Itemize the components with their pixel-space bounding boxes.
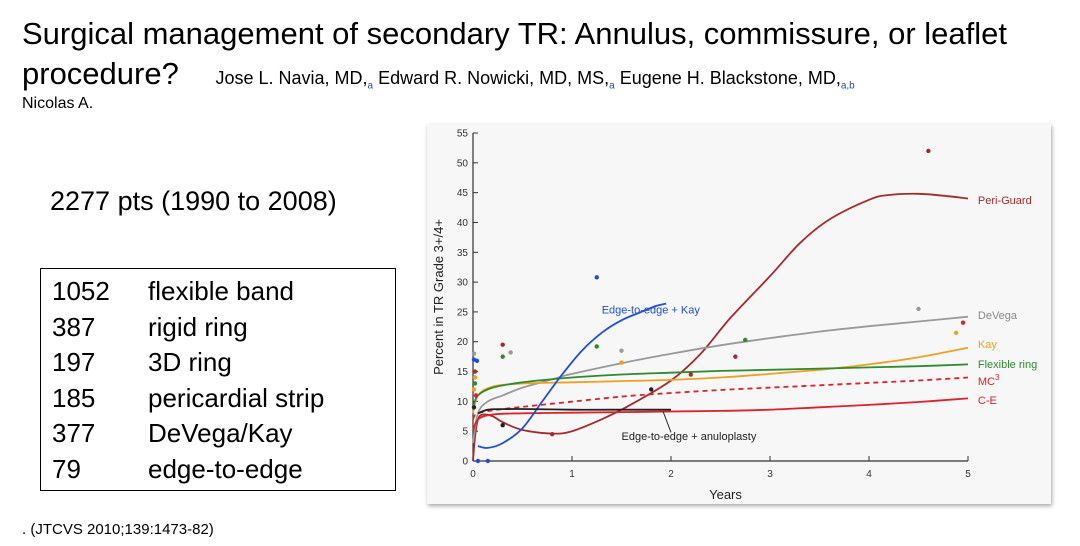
data-point: [485, 458, 491, 464]
y-axis-label: Percent in TR Grade 3+/4+: [431, 219, 446, 375]
data-point: [550, 431, 555, 437]
data-point: [960, 320, 966, 325]
data-point: [500, 423, 505, 428]
data-point: [500, 342, 505, 347]
data-point: [474, 358, 480, 364]
patient-count: 2277 pts (1990 to 2008): [50, 186, 337, 216]
data-point: [472, 375, 478, 380]
y-tick-label: 10: [457, 397, 469, 408]
series-line-flexible-ring: [472, 363, 969, 408]
procedure-count: 79: [52, 454, 81, 484]
data-point: [649, 387, 654, 392]
data-point: [471, 405, 477, 410]
procedure-table: 1052 flexible band 387 rigid ring 197 3D…: [40, 268, 396, 491]
series-label: Edge-to-edge + Kay: [602, 305, 701, 317]
citation: . (JTCVS 2010;139:1473-82): [22, 521, 214, 538]
data-point: [475, 458, 481, 464]
author-2: Edward R. Nowicki, MD, MS,a: [378, 68, 615, 92]
data-point: [916, 306, 921, 312]
series-line-peri-guard: [472, 192, 969, 462]
tr-grade-chart: 0 5 10 15 20 25 30 35 40 45 50 55 0 1 2 3 4 5 Years Percent…: [427, 124, 1051, 504]
series-label: MC3: [978, 373, 1000, 388]
y-tick-label: 30: [457, 278, 469, 289]
data-point: [619, 348, 624, 353]
series-label: Edge-to-edge + anuloplasty: [622, 431, 757, 443]
y-tick-label: 5: [462, 427, 468, 438]
author-extra: Nicolas A.: [22, 95, 94, 112]
y-tick-label: 35: [457, 248, 469, 259]
series-label: DeVega: [978, 310, 1018, 322]
data-point: [619, 360, 624, 365]
series-line-c-e: [472, 397, 969, 432]
procedure-label: flexible band: [148, 276, 294, 306]
author-list: Jose L. Navia, MD,a Edward R. Nowicki, M…: [215, 68, 855, 92]
annotation-pointer: [662, 411, 672, 433]
data-point: [953, 330, 959, 335]
y-tick-label: 55: [457, 129, 469, 140]
x-axis-label: Years: [709, 487, 742, 502]
y-tick-label: 0: [462, 457, 468, 468]
x-tick-label: 1: [569, 469, 575, 480]
series-label: Peri-Guard: [978, 195, 1032, 207]
procedure-label: rigid ring: [148, 312, 248, 342]
data-point: [594, 275, 599, 280]
y-tick-label: 50: [457, 158, 469, 169]
procedure-count: 377: [52, 418, 96, 448]
series-line-edge-to-edge-anuloplasty: [477, 408, 671, 415]
slide-title-text: Surgical management of secondary TR: Ann…: [22, 16, 1008, 91]
procedure-label: 3D ring: [148, 347, 232, 377]
x-tick-label: 3: [767, 469, 773, 480]
y-tick-label: 25: [457, 307, 469, 318]
data-point: [743, 337, 748, 343]
data-point: [926, 148, 931, 154]
data-point: [471, 387, 477, 392]
procedure-label: pericardial strip: [148, 383, 325, 413]
procedure-count: 197: [52, 347, 96, 377]
x-tick-label: 4: [866, 469, 872, 480]
slide-title: Surgical management of secondary TR: Ann…: [22, 14, 1072, 107]
x-tick-label: 5: [965, 469, 971, 480]
y-tick-label: 15: [457, 367, 469, 378]
data-point: [500, 354, 505, 359]
series-line-edge-to-edge-kay: [477, 302, 667, 449]
data-point: [733, 354, 738, 359]
procedure-count: 1052: [52, 276, 110, 306]
data-point: [508, 350, 513, 355]
procedure-count: 387: [52, 312, 96, 342]
author-3: Eugene H. Blackstone, MD,a,b: [619, 68, 855, 92]
series-label: Flexible ring: [978, 359, 1037, 371]
data-point: [472, 369, 478, 374]
x-tick-label: 0: [470, 469, 476, 480]
data-point: [594, 344, 599, 349]
procedure-label: DeVega/Kay: [148, 418, 293, 448]
y-tick-label: 20: [457, 337, 469, 348]
series-label-superscript: 3: [995, 373, 1000, 382]
x-tick-label: 2: [668, 469, 674, 480]
data-point: [471, 351, 477, 356]
series-label: Kay: [978, 339, 997, 351]
y-tick-label: 40: [457, 218, 469, 229]
series-label: C-E: [978, 395, 997, 407]
data-point: [688, 372, 693, 377]
procedure-label: edge-to-edge: [148, 454, 303, 484]
data-point: [472, 381, 478, 386]
series-line-kay: [472, 346, 969, 414]
data-point: [473, 393, 479, 398]
y-tick-label: 45: [457, 188, 469, 199]
procedure-count: 185: [52, 383, 96, 413]
author-1: Jose L. Navia, MD,a: [215, 68, 374, 92]
